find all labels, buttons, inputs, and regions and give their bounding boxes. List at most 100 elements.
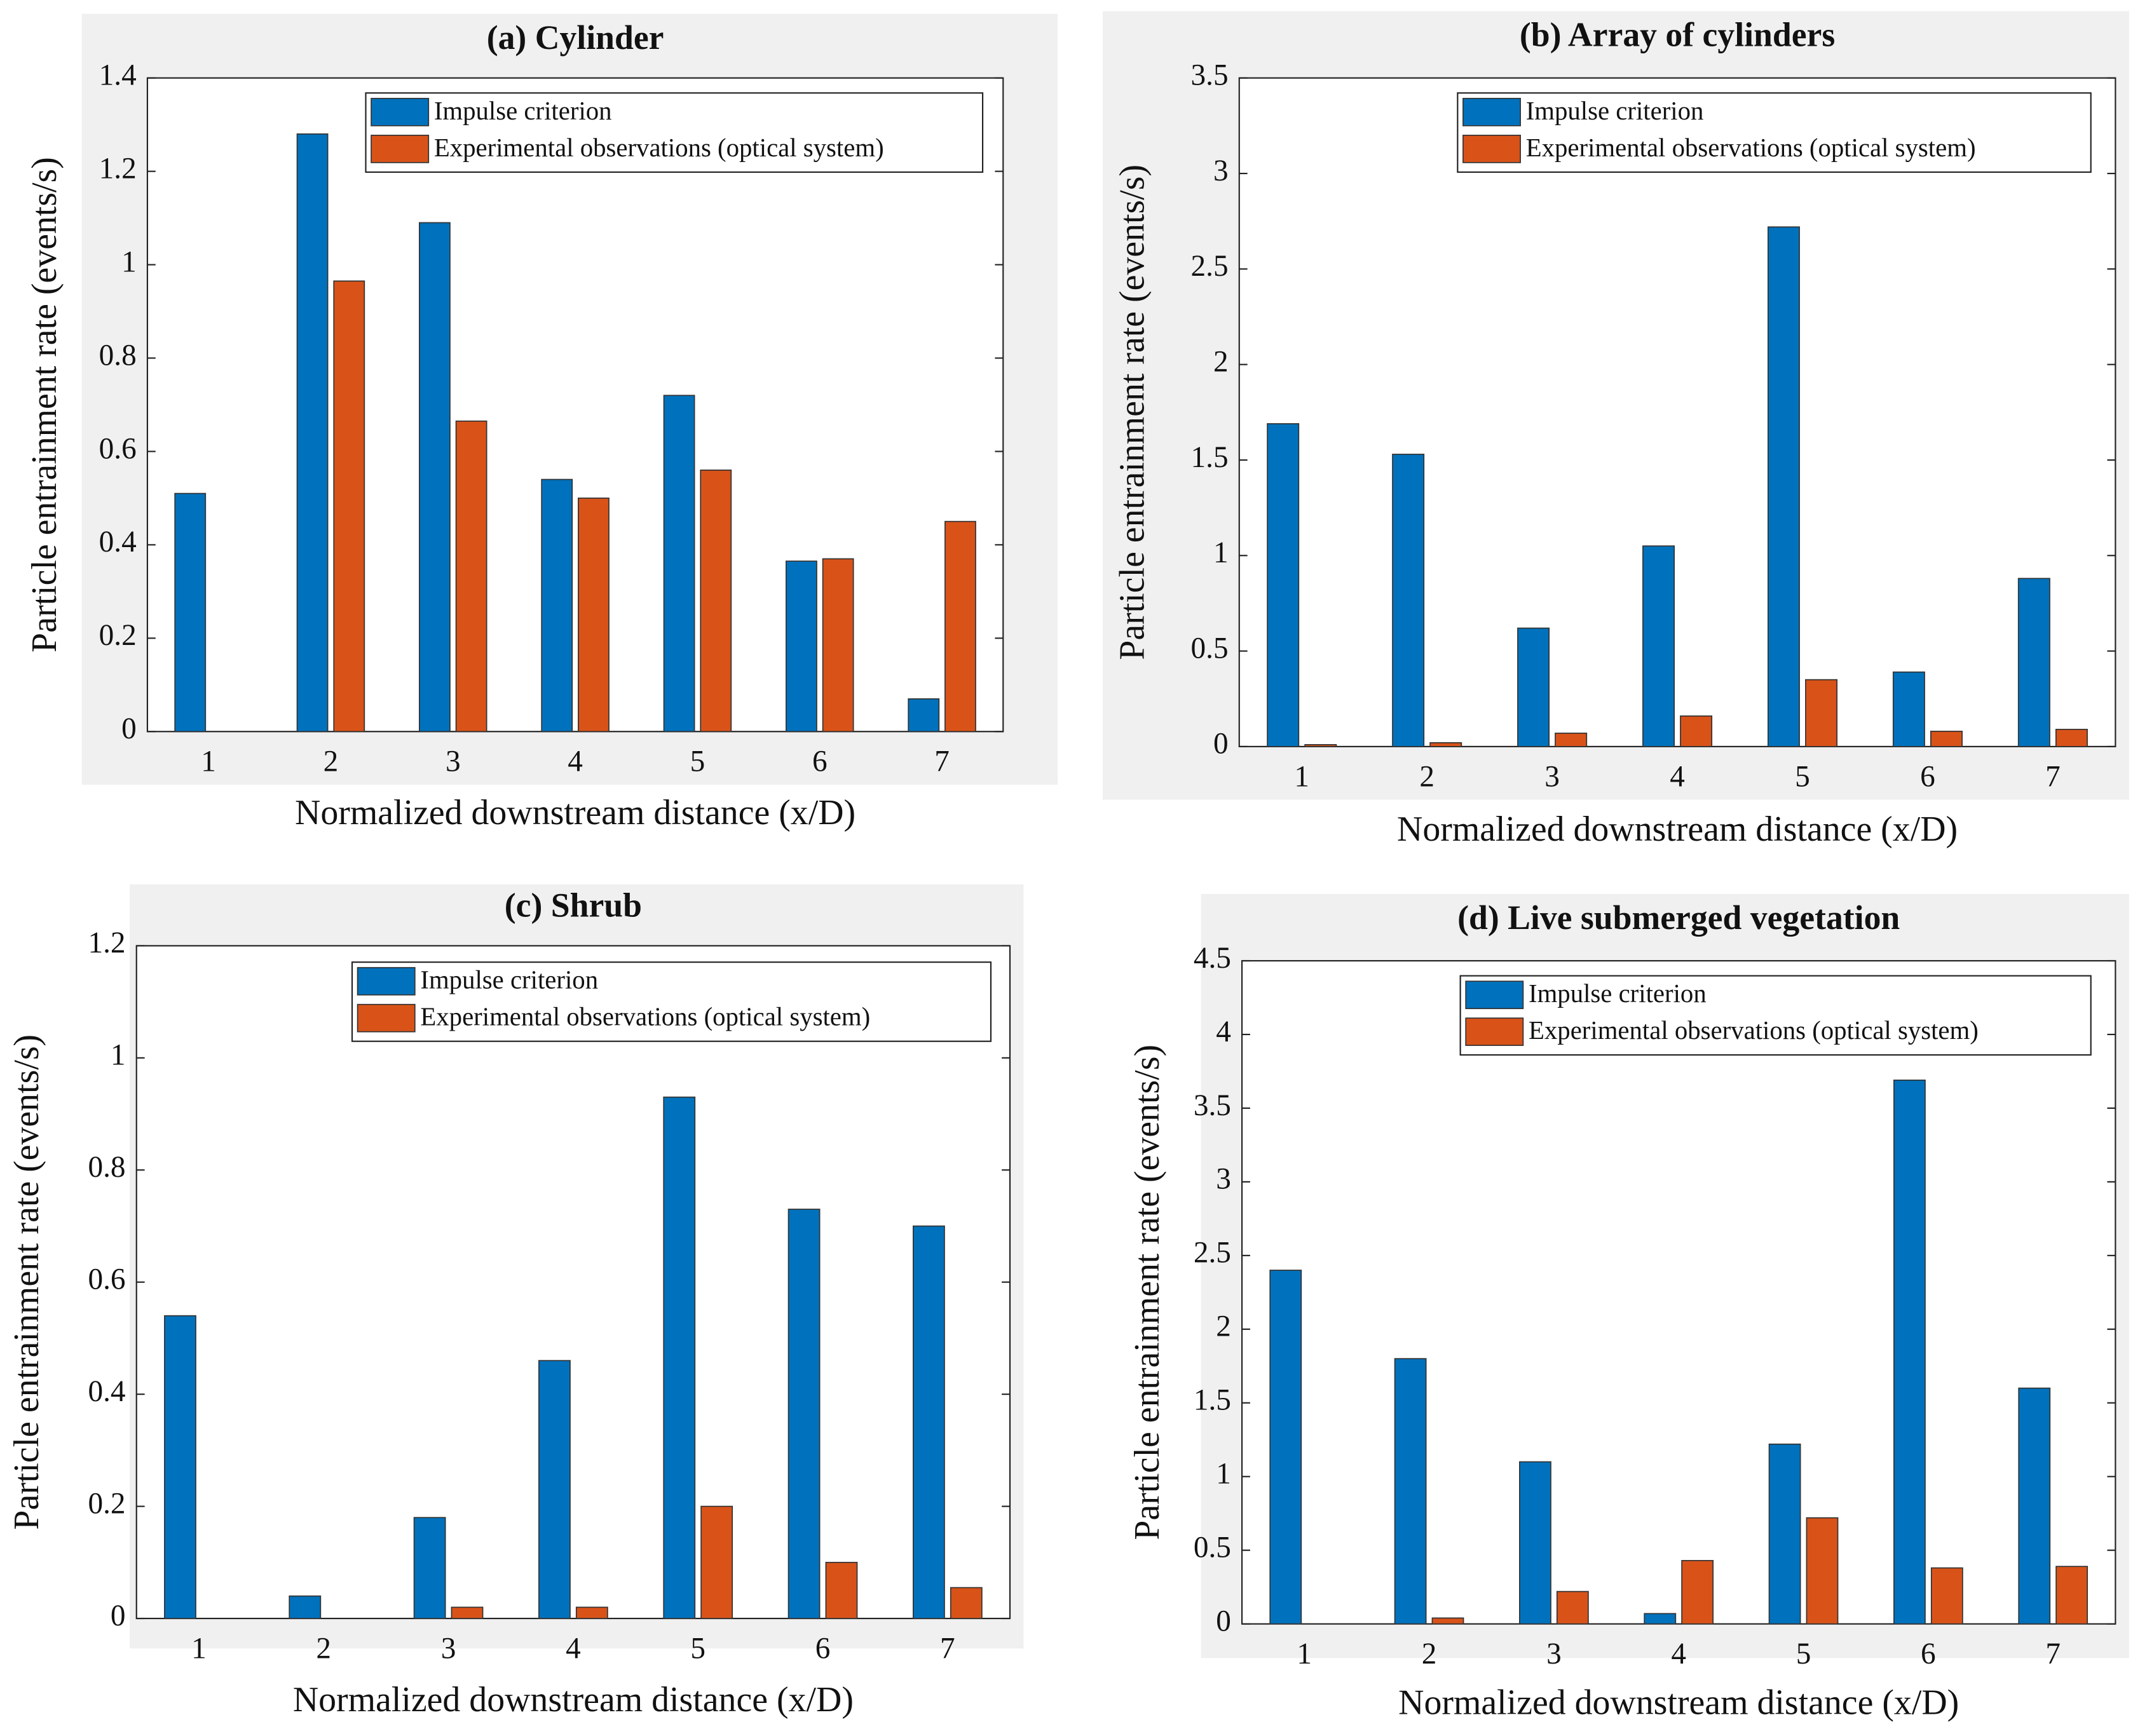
- x-tick-label: 4: [566, 1632, 581, 1665]
- bar: [944, 520, 976, 733]
- chart-title: (a) Cylinder: [487, 18, 664, 57]
- y-tick-label: 1: [111, 1039, 126, 1072]
- y-tick-label: 4: [1216, 1015, 1231, 1048]
- x-tick-label: 7: [940, 1632, 955, 1665]
- x-tick-label: 7: [934, 745, 950, 778]
- bar: [1392, 454, 1425, 747]
- x-tick-label: 6: [815, 1632, 831, 1665]
- bar: [1304, 744, 1337, 747]
- legend-swatch: [1462, 98, 1521, 126]
- bar: [164, 1315, 196, 1619]
- y-tick-label: 0.2: [88, 1487, 126, 1520]
- legend-label: Experimental observations (optical syste…: [420, 1003, 870, 1031]
- bar: [174, 492, 207, 733]
- x-tick-label: 7: [2045, 1638, 2061, 1671]
- bar: [786, 560, 817, 733]
- chart-title: (d) Live submerged vegetation: [1457, 899, 1900, 937]
- bar: [825, 1561, 858, 1619]
- x-axis-label: Normalized downstream distance (x/D): [1397, 810, 1958, 849]
- legend-label: Experimental observations (optical syste…: [434, 133, 884, 162]
- y-tick-label: 0: [111, 1599, 126, 1632]
- bar: [1806, 1517, 1839, 1625]
- y-tick-label: 1.2: [88, 926, 126, 960]
- chart-panel: 0 0.5 1 1.5 2 2.5 3 3.5 4 4.5 1 2 3 4 5 6 7 (d) Live subm…: [1128, 893, 2129, 1722]
- legend-swatch: [1465, 980, 1524, 1010]
- x-tick-label: 5: [1795, 760, 1810, 793]
- bar: [289, 1595, 322, 1619]
- y-tick-label: 3.5: [1191, 59, 1229, 92]
- bar: [1642, 545, 1675, 747]
- legend-swatch: [357, 1003, 416, 1033]
- y-tick-label: 1.2: [99, 152, 137, 185]
- bar: [1805, 679, 1838, 747]
- bar: [908, 698, 940, 733]
- x-tick-label: 5: [690, 745, 705, 778]
- y-tick-label: 0.2: [99, 619, 137, 652]
- y-tick-label: 0: [121, 712, 137, 745]
- x-tick-label: 4: [1670, 760, 1685, 793]
- legend-label: Impulse criterion: [420, 966, 598, 994]
- bar: [2055, 728, 2088, 747]
- x-tick-label: 5: [1796, 1638, 1811, 1671]
- x-tick-label: 4: [1671, 1638, 1686, 1671]
- y-tick-label: 2.5: [1191, 250, 1229, 283]
- y-tick-label: 1: [1213, 536, 1229, 569]
- bar: [541, 478, 573, 733]
- bar: [1394, 1358, 1427, 1625]
- legend-box: [1459, 975, 2092, 1056]
- bar: [1269, 1270, 1302, 1625]
- y-tick-label: 0.5: [1194, 1531, 1231, 1564]
- x-tick-label: 3: [1544, 760, 1560, 793]
- y-tick-label: 0.4: [99, 526, 137, 559]
- legend-label: Experimental observations (optical syste…: [1526, 133, 1976, 162]
- legend-swatch: [371, 98, 430, 126]
- bar: [1930, 730, 1963, 747]
- plot-area: [1238, 77, 2116, 747]
- x-axis-label: Normalized downstream distance (x/D): [295, 793, 855, 832]
- bar: [1517, 627, 1550, 747]
- bar: [2055, 1566, 2089, 1625]
- y-tick-label: 3: [1213, 154, 1229, 187]
- y-axis-label: Particle entrainment rate (events/s): [25, 157, 64, 653]
- bar: [663, 395, 695, 733]
- legend-box: [351, 961, 992, 1042]
- bar: [700, 1505, 733, 1619]
- x-axis-label: Normalized downstream distance (x/D): [1398, 1683, 1959, 1722]
- x-tick-label: 6: [1920, 760, 1935, 793]
- chart-panel: 0 0.2 0.4 0.6 0.8 1 1.2 1 2 3 4 5 6 7 (c) Shrub Normali…: [7, 884, 1024, 1719]
- bar: [538, 1360, 571, 1619]
- bar: [1930, 1567, 1963, 1625]
- bar: [455, 420, 487, 733]
- bar: [1555, 732, 1588, 747]
- x-tick-label: 2: [1419, 760, 1435, 793]
- bar: [700, 469, 732, 733]
- y-axis-label: Particle entrainment rate (events/s): [1112, 165, 1152, 660]
- x-tick-label: 6: [1921, 1638, 1936, 1671]
- chart-panel: 0 0.5 1 1.5 2 2.5 3 3.5 1 2 3 4 5 6 7 (b) Array of cyli…: [1103, 11, 2129, 849]
- bar: [1681, 1560, 1714, 1625]
- bar: [822, 558, 854, 733]
- chart-panel: 0 0.2 0.4 0.6 0.8 1 1.2 1.4 1 2 3 4 5 6 7 (a) Cylinder N…: [25, 13, 1058, 832]
- x-tick-label: 1: [201, 745, 216, 778]
- bar: [913, 1225, 945, 1619]
- chart-title: (c) Shrub: [505, 886, 642, 925]
- bar: [575, 1606, 608, 1619]
- x-tick-label: 2: [1422, 1638, 1437, 1671]
- y-tick-label: 0.6: [99, 432, 137, 465]
- bar: [1519, 1461, 1551, 1625]
- bar: [1267, 423, 1300, 747]
- x-tick-label: 2: [316, 1632, 331, 1665]
- legend-label: Impulse criterion: [434, 97, 612, 125]
- bar: [1429, 742, 1462, 747]
- x-tick-label: 3: [441, 1632, 456, 1665]
- legend-swatch: [1462, 135, 1521, 163]
- legend-label: Experimental observations (optical syste…: [1529, 1016, 1979, 1045]
- chart-title: (b) Array of cylinders: [1520, 16, 1835, 54]
- legend-swatch: [357, 966, 416, 996]
- bar: [787, 1209, 821, 1619]
- bar: [578, 498, 610, 733]
- y-tick-label: 0.8: [99, 339, 137, 372]
- y-tick-label: 1.4: [99, 59, 137, 92]
- y-tick-label: 1: [121, 245, 137, 278]
- x-tick-label: 1: [191, 1632, 207, 1665]
